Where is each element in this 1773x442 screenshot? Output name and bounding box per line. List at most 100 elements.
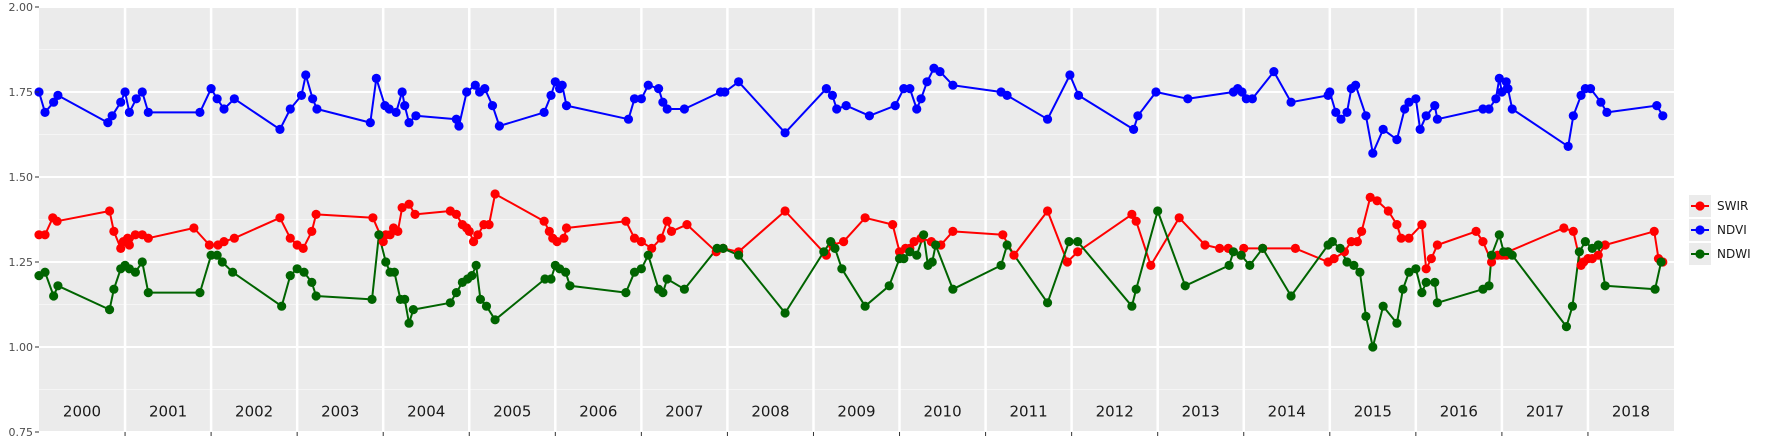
data-point-ndwi bbox=[367, 294, 377, 304]
data-point-ndwi bbox=[919, 230, 929, 240]
year-label: 2007 bbox=[665, 403, 703, 421]
data-point-swir bbox=[666, 226, 677, 236]
data-point-ndwi bbox=[1593, 240, 1603, 250]
data-point-ndvi bbox=[1065, 70, 1075, 80]
data-point-ndwi bbox=[826, 237, 836, 247]
data-point-ndwi bbox=[285, 271, 295, 281]
data-point-ndvi bbox=[1484, 104, 1494, 114]
data-point-ndwi bbox=[734, 250, 744, 260]
data-point-ndvi bbox=[1568, 111, 1578, 121]
data-point-ndwi bbox=[1131, 284, 1141, 294]
data-point-ndvi bbox=[550, 77, 560, 87]
data-point-ndvi bbox=[841, 101, 851, 111]
data-point-swir bbox=[647, 243, 657, 253]
data-point-ndwi bbox=[404, 318, 414, 328]
y-tick-label: 1.75 bbox=[9, 86, 34, 99]
data-point-ndvi bbox=[1378, 124, 1388, 134]
data-point-ndwi bbox=[636, 264, 646, 274]
data-point-swir bbox=[52, 216, 62, 226]
data-point-ndwi bbox=[1327, 237, 1337, 247]
data-point-ndwi bbox=[217, 257, 227, 267]
data-point-ndvi bbox=[539, 107, 549, 117]
data-point-swir bbox=[948, 226, 958, 236]
series-layer bbox=[34, 63, 1668, 352]
legend: SWIR NDVI NDWI bbox=[1689, 195, 1751, 265]
data-point-ndvi bbox=[1336, 114, 1346, 124]
data-point-swir bbox=[1290, 243, 1300, 253]
legend-label-swir: SWIR bbox=[1717, 199, 1748, 213]
data-point-ndvi bbox=[629, 94, 640, 104]
data-point-swir bbox=[285, 233, 295, 243]
data-point-ndvi bbox=[454, 121, 464, 131]
data-point-ndwi bbox=[292, 264, 302, 274]
data-point-ndvi bbox=[397, 87, 407, 97]
data-point-swir bbox=[636, 237, 646, 247]
data-point-swir bbox=[662, 216, 672, 226]
data-point-ndwi bbox=[1236, 250, 1246, 260]
data-point-ndvi bbox=[734, 77, 744, 87]
data-point-ndvi bbox=[107, 111, 117, 121]
data-point-ndwi bbox=[860, 301, 870, 311]
data-point-ndvi bbox=[1269, 67, 1279, 77]
data-point-ndwi bbox=[1561, 322, 1572, 332]
data-point-ndvi bbox=[1151, 87, 1161, 97]
data-point-ndvi bbox=[494, 121, 504, 131]
data-point-ndvi bbox=[1507, 104, 1517, 114]
data-point-ndvi bbox=[40, 107, 50, 117]
year-label: 2001 bbox=[149, 403, 187, 421]
data-point-swir bbox=[229, 233, 239, 243]
data-point-ndwi bbox=[1392, 318, 1402, 328]
data-point-ndvi bbox=[1404, 97, 1414, 107]
data-point-ndwi bbox=[451, 288, 461, 298]
data-point-ndvi bbox=[1133, 111, 1143, 121]
data-point-swir bbox=[1215, 243, 1225, 253]
data-point-ndwi bbox=[905, 247, 915, 257]
data-point-swir bbox=[368, 213, 378, 223]
legend-key-point bbox=[1695, 249, 1705, 259]
data-point-ndvi bbox=[120, 87, 130, 97]
data-point-ndvi bbox=[1368, 148, 1378, 158]
data-point-swir bbox=[682, 220, 692, 230]
data-point-ndwi bbox=[912, 250, 922, 260]
year-label: 2009 bbox=[837, 403, 875, 421]
data-point-ndwi bbox=[1073, 237, 1083, 247]
minor-gridlines bbox=[39, 49, 1674, 390]
data-point-ndvi bbox=[219, 104, 229, 114]
data-point-ndvi bbox=[1503, 84, 1513, 94]
data-point-swir bbox=[473, 230, 483, 240]
data-point-swir bbox=[1146, 260, 1156, 270]
data-point-swir bbox=[1352, 237, 1362, 247]
data-point-ndvi bbox=[1183, 94, 1193, 104]
data-point-ndwi bbox=[1417, 288, 1427, 298]
data-point-ndvi bbox=[296, 90, 307, 100]
data-point-ndvi bbox=[1331, 107, 1341, 117]
data-point-ndwi bbox=[1153, 206, 1163, 216]
year-label: 2003 bbox=[321, 403, 359, 421]
data-point-ndwi bbox=[109, 284, 119, 294]
data-point-ndwi bbox=[948, 284, 958, 294]
data-point-swir bbox=[909, 237, 919, 247]
data-point-ndvi bbox=[1652, 101, 1662, 111]
data-point-ndwi bbox=[1335, 243, 1345, 253]
data-point-swir bbox=[1073, 247, 1083, 257]
data-point-ndvi bbox=[275, 124, 285, 134]
data-point-ndwi bbox=[1342, 257, 1352, 267]
year-label: 2014 bbox=[1268, 403, 1306, 421]
data-point-ndwi bbox=[1411, 264, 1421, 274]
data-point-swir bbox=[1421, 264, 1431, 274]
data-point-ndwi bbox=[780, 308, 790, 318]
data-point-ndwi bbox=[1430, 277, 1440, 287]
data-point-ndwi bbox=[374, 230, 384, 240]
data-point-ndvi bbox=[1342, 107, 1352, 117]
year-label: 2011 bbox=[1010, 403, 1048, 421]
data-point-ndwi bbox=[1002, 240, 1012, 250]
data-point-ndwi bbox=[195, 288, 205, 298]
data-point-ndvi bbox=[1351, 80, 1361, 90]
data-point-swir bbox=[130, 230, 140, 240]
data-point-swir bbox=[104, 206, 115, 216]
year-label: 2016 bbox=[1440, 403, 1478, 421]
data-point-swir bbox=[1559, 223, 1569, 233]
data-point-ndwi bbox=[1228, 247, 1239, 257]
data-point-ndwi bbox=[1127, 301, 1137, 311]
data-point-ndvi bbox=[1411, 94, 1421, 104]
